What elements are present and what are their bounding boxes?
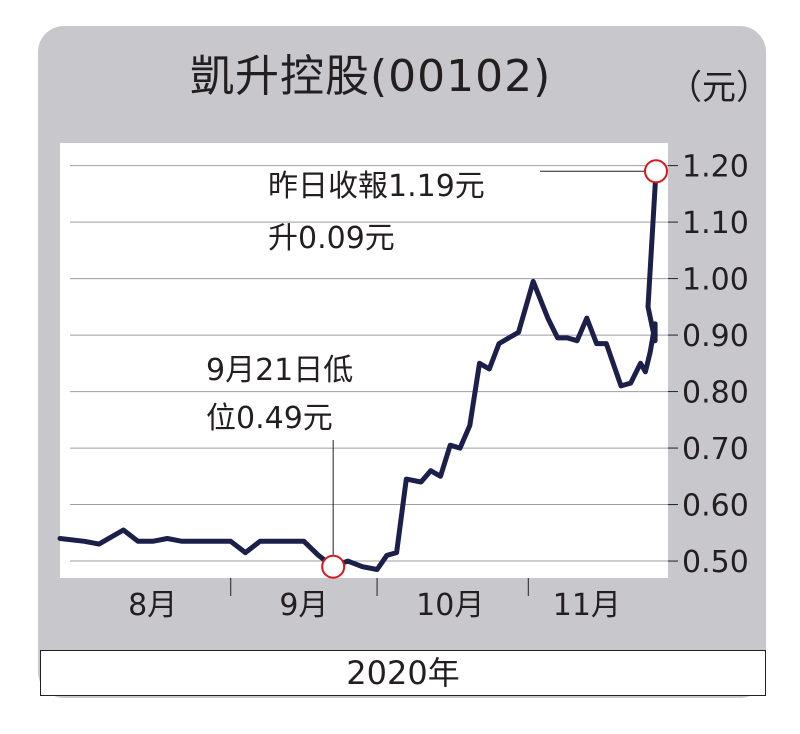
year-label: 2020年 bbox=[40, 650, 766, 696]
x-month-label: 10月 bbox=[416, 588, 484, 623]
low-annotation-line1: 9月21日低 bbox=[206, 353, 353, 388]
x-axis: 8月 9月 10月 11月 bbox=[128, 578, 621, 623]
unit-label: （元） bbox=[668, 68, 770, 108]
y-axis: 0.50 0.60 0.70 0.80 0.90 1.00 1.10 1.20 bbox=[668, 150, 749, 580]
y-tick-label: 0.90 bbox=[682, 319, 749, 354]
y-tick-label: 1.10 bbox=[682, 206, 749, 241]
y-tick-label: 1.00 bbox=[682, 263, 749, 298]
latest-point-marker bbox=[644, 159, 668, 184]
price-series-line bbox=[57, 168, 659, 572]
x-month-label: 8月 bbox=[128, 588, 177, 623]
latest-annotation-line2: 升0.09元 bbox=[268, 221, 395, 256]
x-month-label: 9月 bbox=[279, 588, 328, 623]
chart-title: 凱升控股(00102) bbox=[190, 51, 552, 102]
y-tick-label: 0.80 bbox=[682, 376, 749, 411]
x-month-label: 11月 bbox=[553, 588, 621, 623]
y-tick-label: 1.20 bbox=[682, 150, 749, 185]
y-tick-label: 0.60 bbox=[682, 489, 749, 524]
low-annotation-line2: 位0.49元 bbox=[206, 401, 333, 436]
plot-area bbox=[60, 143, 668, 578]
y-tick-label: 0.70 bbox=[682, 432, 749, 467]
latest-annotation-line1: 昨日收報1.19元 bbox=[268, 169, 485, 204]
grid-lines bbox=[70, 165, 668, 562]
low-point-marker bbox=[321, 554, 346, 579]
y-tick-label: 0.50 bbox=[682, 545, 749, 580]
